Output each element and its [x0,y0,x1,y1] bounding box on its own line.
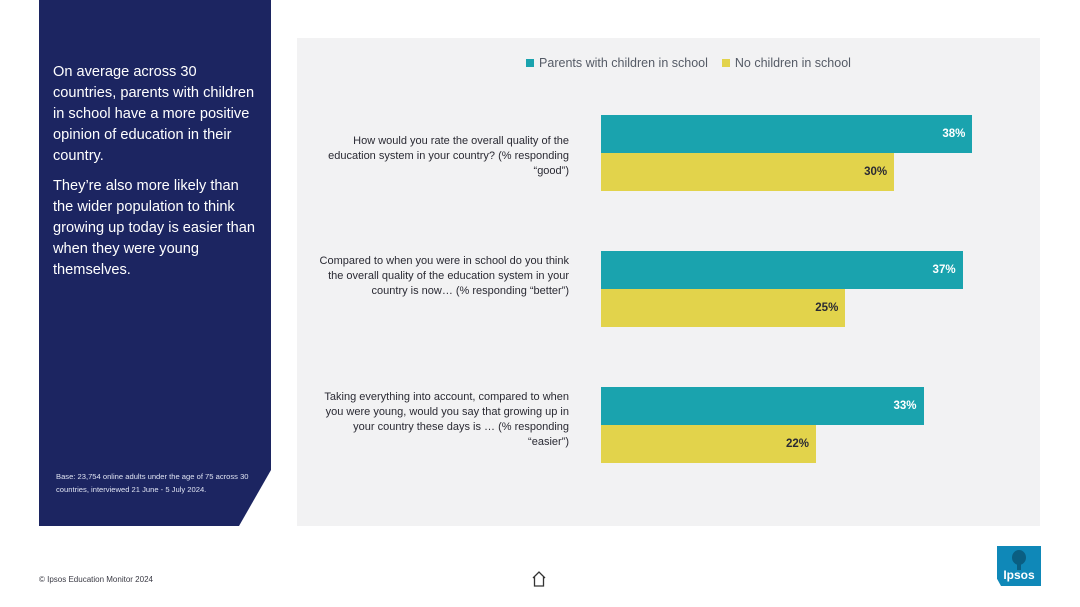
legend-item-no-children: No children in school [721,56,851,70]
legend-swatch-parents [526,59,535,67]
legend: Parents with children in school No child… [297,56,1040,70]
summary-paragraph-2: They’re also more likely than the wider … [53,178,256,278]
summary-paragraph-1: On average across 30 countries, parents … [53,64,255,164]
summary-panel: On average across 30 countries, parents … [39,0,271,526]
legend-item-parents: Parents with children in school [526,56,708,70]
bar-parents-1: 38% [601,115,973,153]
ipsos-logo-mark [1012,550,1026,570]
bar-parents-3: 33% [601,387,924,425]
bar-parents-2: 37% [601,251,963,289]
data-label-no-children-3: 22% [785,438,809,450]
question-label-2: Compared to when you were in school do y… [319,255,569,297]
summary-text: On average across 30 countries, parents … [53,62,259,290]
legend-swatch-no-children [721,59,730,67]
bar-no-children-3: 22% [601,425,816,463]
ipsos-logo: Ipsos [997,546,1041,586]
footer-copyright: © Ipsos Education Monitor 2024 [39,575,153,584]
chart-panel: Parents with children in school No child… [297,38,1040,526]
legend-label-no-children: No children in school [734,56,851,70]
bar-no-children-2: 25% [601,289,846,327]
home-icon[interactable] [531,570,547,588]
bar-no-children-1: 30% [601,153,895,191]
ipsos-logo-text: Ipsos [1003,568,1035,582]
data-label-parents-2: 37% [932,264,956,276]
legend-label-parents: Parents with children in school [539,56,708,70]
question-label-1: How would you rate the overall quality o… [328,135,569,177]
data-label-parents-3: 33% [893,400,917,412]
data-label-no-children-2: 25% [815,302,839,314]
data-label-parents-1: 38% [942,128,966,140]
question-label-3: Taking everything into account, compared… [324,391,569,448]
data-label-no-children-1: 30% [864,166,888,178]
base-note: Base: 23,754 online adults under the age… [56,472,249,494]
